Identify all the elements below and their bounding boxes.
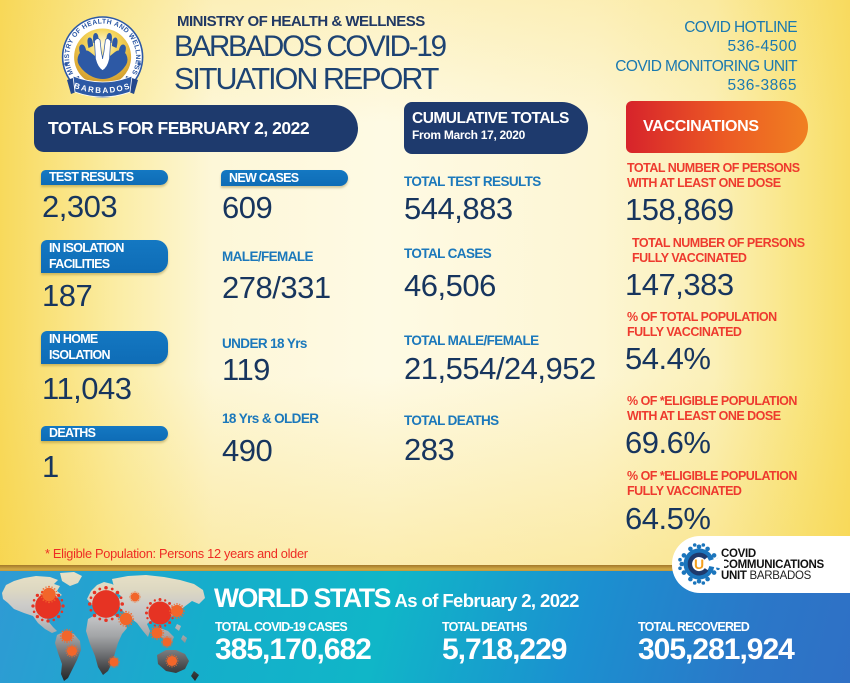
svg-text:U: U	[694, 556, 704, 572]
